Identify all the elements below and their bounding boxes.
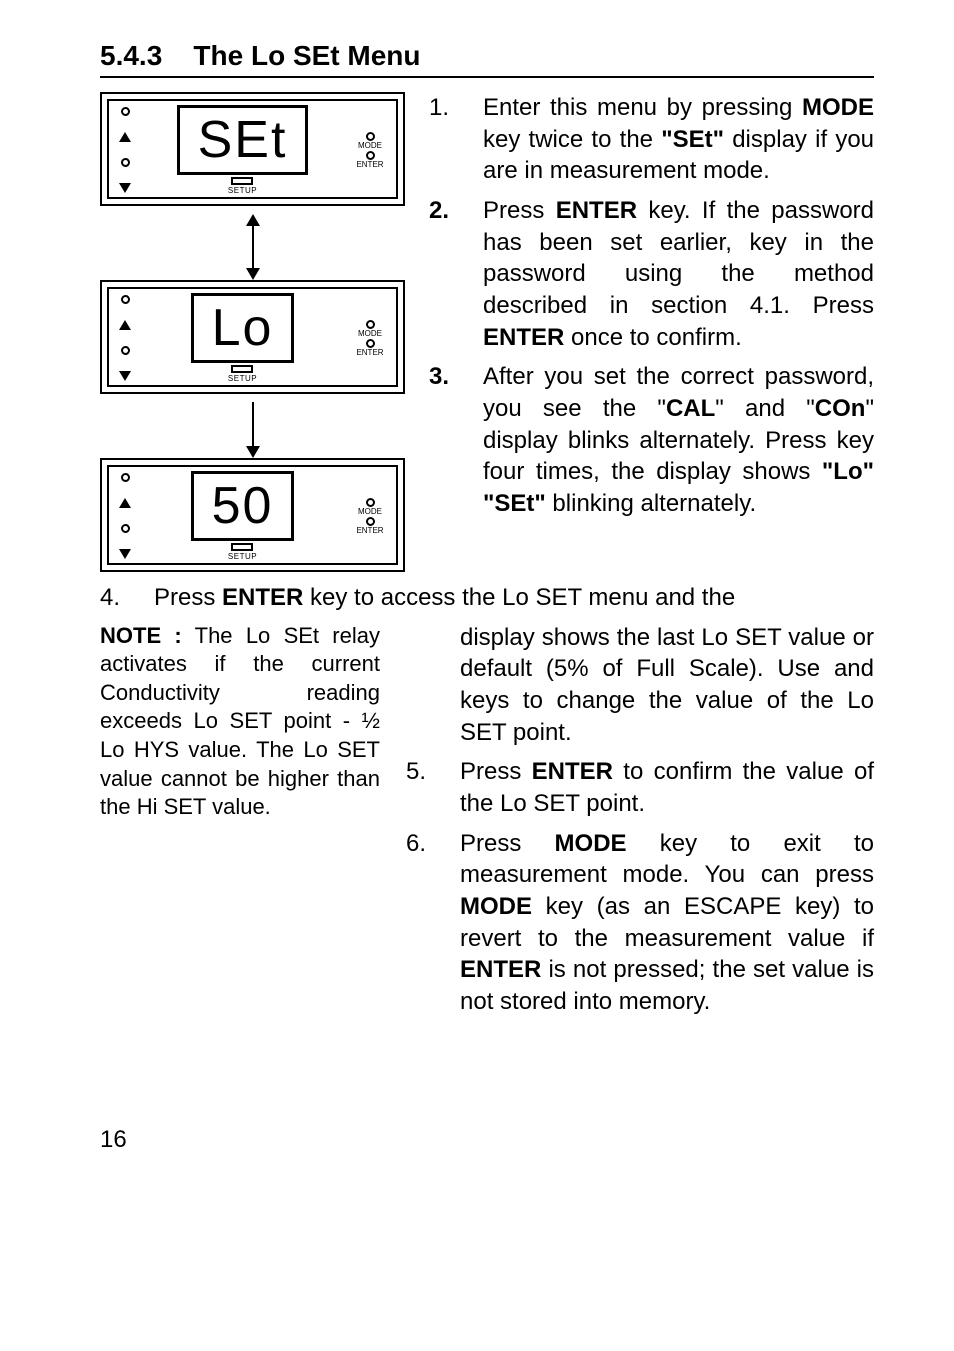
- step-4-lead-text: Press ENTER key to access the Lo SET men…: [154, 582, 874, 614]
- step-4-tail-text: display shows the last Lo SET value or d…: [460, 622, 874, 749]
- step-6: 6. Press MODE key to exit to measurement…: [406, 828, 874, 1018]
- device-box-3: 50 SETUP MODE ENTER: [100, 458, 405, 572]
- step-2: 2. Press ENTER key. If the password has …: [429, 195, 874, 353]
- step-3-text: After you set the correct password, you …: [483, 361, 874, 519]
- step-4-lead: 4. Press ENTER key to access the Lo SET …: [100, 582, 874, 614]
- step-1: 1. Enter this menu by pressing MODE key …: [429, 92, 874, 187]
- lcd-1: SEt: [177, 105, 309, 175]
- step-5-text: Press ENTER to confirm the value of the …: [460, 756, 874, 819]
- device-box-1: SEt SETUP MODE ENTER: [100, 92, 405, 206]
- heading-num: 5.4.3: [100, 40, 162, 71]
- right-controls-3: MODE ENTER: [350, 471, 390, 561]
- left-controls-1: [115, 105, 135, 195]
- right-controls-1: MODE ENTER: [350, 105, 390, 195]
- step-1-text: Enter this menu by pressing MODE key twi…: [483, 92, 874, 187]
- section-heading: 5.4.3 The Lo SEt Menu: [100, 40, 874, 78]
- step-3: 3. After you set the correct password, y…: [429, 361, 874, 519]
- note-label: NOTE :: [100, 623, 182, 648]
- left-controls-3: [115, 471, 135, 561]
- note-box: NOTE : The Lo SEt relay activates if the…: [100, 622, 380, 822]
- down-arrow-icon: [100, 402, 405, 458]
- double-arrow-icon: [100, 214, 405, 280]
- step-6-text: Press MODE key to exit to measurement mo…: [460, 828, 874, 1018]
- heading-title: The Lo SEt Menu: [193, 40, 420, 71]
- instruction-column-top: 1. Enter this menu by pressing MODE key …: [429, 92, 874, 528]
- lcd-3: 50: [191, 471, 295, 541]
- note-text: The Lo SEt relay activates if the curren…: [100, 623, 380, 820]
- step-5: 5. Press ENTER to confirm the value of t…: [406, 756, 874, 819]
- step-4-tail: display shows the last Lo SET value or d…: [406, 622, 874, 749]
- lcd-2: Lo: [191, 293, 295, 363]
- page-number: 16: [100, 1126, 874, 1154]
- device-box-2: Lo SETUP MODE ENTER: [100, 280, 405, 394]
- right-controls-2: MODE ENTER: [350, 293, 390, 383]
- step-2-text: Press ENTER key. If the password has bee…: [483, 195, 874, 353]
- left-controls-2: [115, 293, 135, 383]
- setup-3: SETUP: [228, 543, 257, 561]
- diagram-column: SEt SETUP MODE ENTER: [100, 92, 405, 580]
- setup-1: SETUP: [228, 177, 257, 195]
- setup-2: SETUP: [228, 365, 257, 383]
